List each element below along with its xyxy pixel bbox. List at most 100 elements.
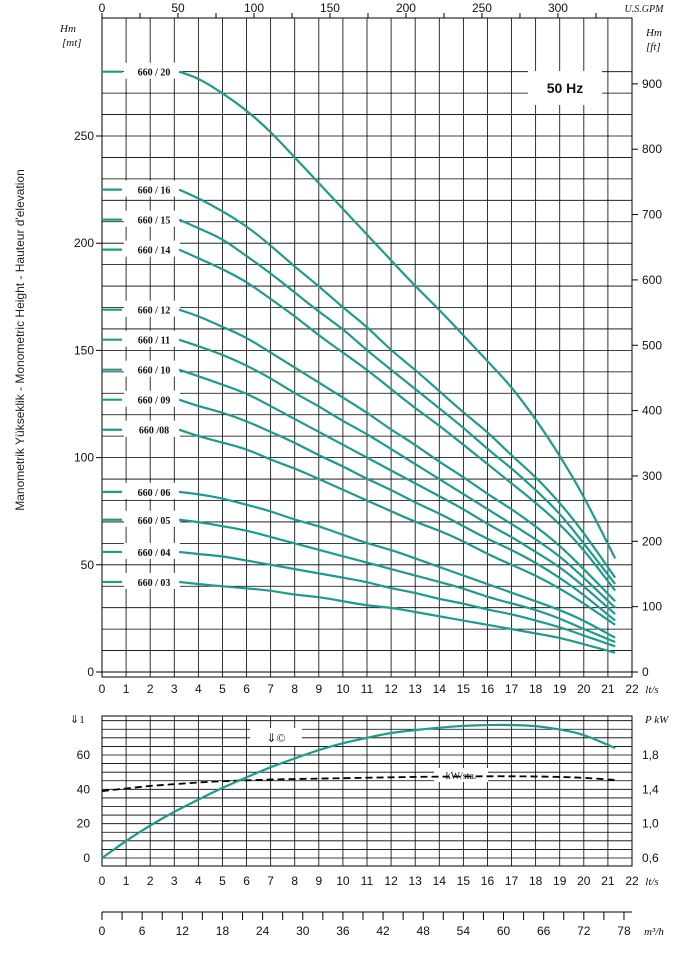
series-label-bg: [124, 572, 180, 589]
series-label: 660 / 20: [138, 68, 171, 79]
x-tick-label: 12: [384, 682, 398, 696]
x-top-tick-label: 50: [171, 1, 185, 15]
series-label: 660 / 11: [138, 336, 170, 347]
series-line: [178, 580, 616, 654]
x-top-tick-label: 0: [99, 1, 106, 15]
y-right-tick-label: 900: [642, 77, 662, 91]
eff-tick-label: 0: [83, 851, 90, 865]
series-label: 660 / 03: [138, 578, 171, 589]
bottom-x-tick-label: 20: [577, 874, 591, 888]
series-label: 660 / 12: [138, 306, 171, 317]
x-tick-label: 20: [577, 682, 591, 696]
y-tick-label: 150: [74, 343, 94, 357]
x-top-tick-label: 300: [548, 1, 568, 15]
series-label: 660 / 09: [138, 396, 171, 407]
x-tick-label: 5: [219, 682, 226, 696]
y-right-tick-label: 300: [642, 469, 662, 483]
x-tick-label: 22: [625, 682, 639, 696]
x-top-tick-label: 150: [320, 1, 340, 15]
series-label-bg: [124, 300, 180, 317]
series-label-bg: [124, 360, 180, 377]
eff-tick-label: 40: [77, 782, 91, 796]
y-right-tick-label: 200: [642, 534, 662, 548]
eff-tick-label: 60: [77, 748, 91, 762]
frequency-badge: 50 Hz: [547, 80, 584, 96]
power-tick-label: 1,4: [642, 782, 659, 796]
y-right-tick-label: 800: [642, 142, 662, 156]
series-line: [178, 338, 616, 609]
bottom-x-tick-label: 13: [409, 874, 423, 888]
y-right-tick-label: 0: [642, 665, 649, 679]
bottom-x-tick-label: 2: [147, 874, 154, 888]
x-tick-label: 16: [481, 682, 495, 696]
x-tick-label: 7: [267, 682, 274, 696]
x-tick-label: 9: [315, 682, 322, 696]
bottom-x-tick-label: 3: [171, 874, 178, 888]
series-line: [178, 490, 616, 639]
x-top-tick-label: 250: [472, 1, 492, 15]
y-right-tick-label: 400: [642, 404, 662, 418]
power-curve-label: kW/sta.: [446, 771, 477, 782]
x-top-tick-label: 200: [396, 1, 416, 15]
x-tick-label: 0: [99, 682, 106, 696]
y-unit-left: Hm: [59, 23, 76, 35]
x-top-unit: U.S.GPM: [625, 4, 665, 15]
m3h-tick-label: 54: [457, 924, 471, 938]
series-label-bg: [124, 210, 180, 227]
m3h-unit: m³/h: [644, 926, 664, 938]
series-line: [178, 218, 617, 585]
y-right-tick-label: 700: [642, 208, 662, 222]
series-label: 660 / 05: [138, 516, 171, 527]
series-label: 660 / 16: [138, 186, 171, 197]
series-line: [178, 398, 616, 622]
m3h-tick-label: 72: [577, 924, 591, 938]
bottom-x-tick-label: 12: [384, 874, 398, 888]
m3h-tick-label: 78: [617, 924, 631, 938]
bottom-x-tick-label: 22: [625, 874, 639, 888]
m3h-tick-label: 30: [296, 924, 310, 938]
series-label-bg: [124, 240, 180, 257]
series-label-bg: [124, 510, 180, 527]
m3h-tick-label: 60: [497, 924, 511, 938]
power-unit: P kW: [644, 714, 669, 726]
y-tick-label: 200: [74, 236, 94, 250]
x-tick-label: 4: [195, 682, 202, 696]
y-tick-label: 50: [81, 558, 95, 572]
series-label: 660 / 10: [138, 366, 171, 377]
power-tick-label: 1,8: [642, 748, 659, 762]
x-tick-label: 18: [529, 682, 543, 696]
series-label-bg: [124, 420, 180, 437]
series-label-bg: [124, 330, 180, 347]
bottom-x-tick-label: 7: [267, 874, 274, 888]
power-curve: [101, 775, 616, 792]
y-unit-left-2: [mt]: [62, 37, 82, 49]
bottom-x-tick-label: 1: [123, 874, 130, 888]
eff-unit: ⇓1: [70, 714, 85, 726]
m3h-tick-label: 12: [176, 924, 190, 938]
series-label: 660 / 06: [138, 488, 171, 499]
series-line: [178, 428, 616, 626]
series-label-bg: [124, 390, 180, 407]
m3h-tick-label: 42: [376, 924, 390, 938]
series-label: 660 /08: [139, 426, 169, 437]
x-tick-label: 14: [433, 682, 447, 696]
y-unit-right-2: [ft]: [646, 41, 661, 53]
series-line: [178, 188, 617, 579]
x-tick-label: 1: [123, 682, 130, 696]
y-right-tick-label: 600: [642, 273, 662, 287]
series-label: 660 / 15: [138, 216, 171, 227]
series-label: 660 / 04: [138, 548, 171, 559]
power-tick-label: 1,0: [642, 817, 659, 831]
x-tick-label: 21: [601, 682, 615, 696]
series-line: [178, 70, 617, 559]
bottom-x-tick-label: 19: [553, 874, 567, 888]
series-line: [178, 550, 616, 648]
y-right-tick-label: 100: [642, 600, 662, 614]
badge-box: [528, 71, 602, 105]
x-top-tick-label: 100: [244, 1, 264, 15]
x-tick-label: 13: [409, 682, 423, 696]
x-tick-label: 15: [457, 682, 471, 696]
series-label-bg: [124, 62, 180, 79]
m3h-tick-label: 36: [336, 924, 350, 938]
